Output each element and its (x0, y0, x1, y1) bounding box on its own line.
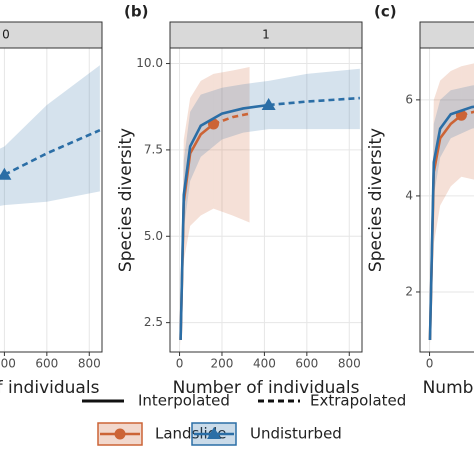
y-tick-label: 5.0 (144, 229, 163, 243)
panel-background (420, 48, 474, 352)
panel: 0 400 600 800 Number of individuals (0, 21, 103, 398)
panel-background (170, 48, 362, 352)
strip-text: 1 (262, 28, 270, 42)
x-tick-label: 800 (338, 357, 361, 371)
legend-label: Undisturbed (250, 425, 342, 443)
strip-text: 0 (2, 28, 10, 42)
x-axis-title: Number of individuals (173, 378, 360, 398)
panel: 1 (b) 0 200 400 600 800 2.5 5.0 7.5 10.0 Number of … (116, 3, 363, 398)
strip (0, 21, 103, 49)
x-tick-label: 400 (0, 357, 16, 371)
strip (419, 21, 474, 49)
x-tick-label: 600 (295, 357, 318, 371)
panel-border (0, 47, 103, 353)
panel-tag: (b) (124, 3, 148, 21)
confidence-band (213, 67, 250, 223)
y-tick-label: 2.5 (144, 315, 163, 329)
x-tick-label: 400 (253, 357, 276, 371)
y-tick-label: 10.0 (136, 56, 163, 70)
x-tick-label: 600 (35, 357, 58, 371)
legend-marker (114, 428, 126, 440)
confidence-band (461, 63, 474, 180)
panel: (c) 0 2 4 6 Number of individuals Species dive… (366, 3, 474, 398)
x-tick-label: 800 (78, 357, 101, 371)
x-tick-label: 200 (211, 357, 234, 371)
observed-point (0, 167, 12, 180)
extrapolated-line (268, 96, 360, 107)
x-axis-title: Number of individuals (423, 378, 474, 398)
confidence-band (4, 65, 100, 206)
panel-tag: (c) (374, 3, 397, 21)
extrapolated-line (3, 129, 101, 176)
y-axis-title: Species diversity (366, 128, 386, 272)
y-axis-title: Species diversity (116, 128, 136, 272)
legend-marker (207, 427, 221, 439)
confidence-band (429, 85, 474, 345)
x-tick-label: 0 (426, 357, 434, 371)
interpolated-line (179, 103, 269, 340)
panel-border (169, 47, 363, 353)
x-axis-title: Number of individuals (0, 378, 100, 398)
confidence-band (268, 68, 360, 130)
x-tick-label: 0 (176, 357, 184, 371)
panel-border (419, 47, 474, 353)
confidence-band (180, 73, 214, 347)
interpolated-line (428, 105, 474, 341)
y-tick-label: 2 (405, 284, 413, 298)
y-tick-label: 6 (405, 92, 413, 106)
y-tick-label: 4 (405, 188, 413, 202)
extrapolated-line (213, 112, 250, 126)
panel-background (0, 48, 102, 352)
legend-label: Extrapolated (310, 392, 406, 410)
observed-point (261, 98, 276, 110)
confidence-band (180, 80, 269, 344)
legend-label: Interpolated (138, 392, 230, 410)
y-tick-label: 7.5 (144, 142, 163, 156)
